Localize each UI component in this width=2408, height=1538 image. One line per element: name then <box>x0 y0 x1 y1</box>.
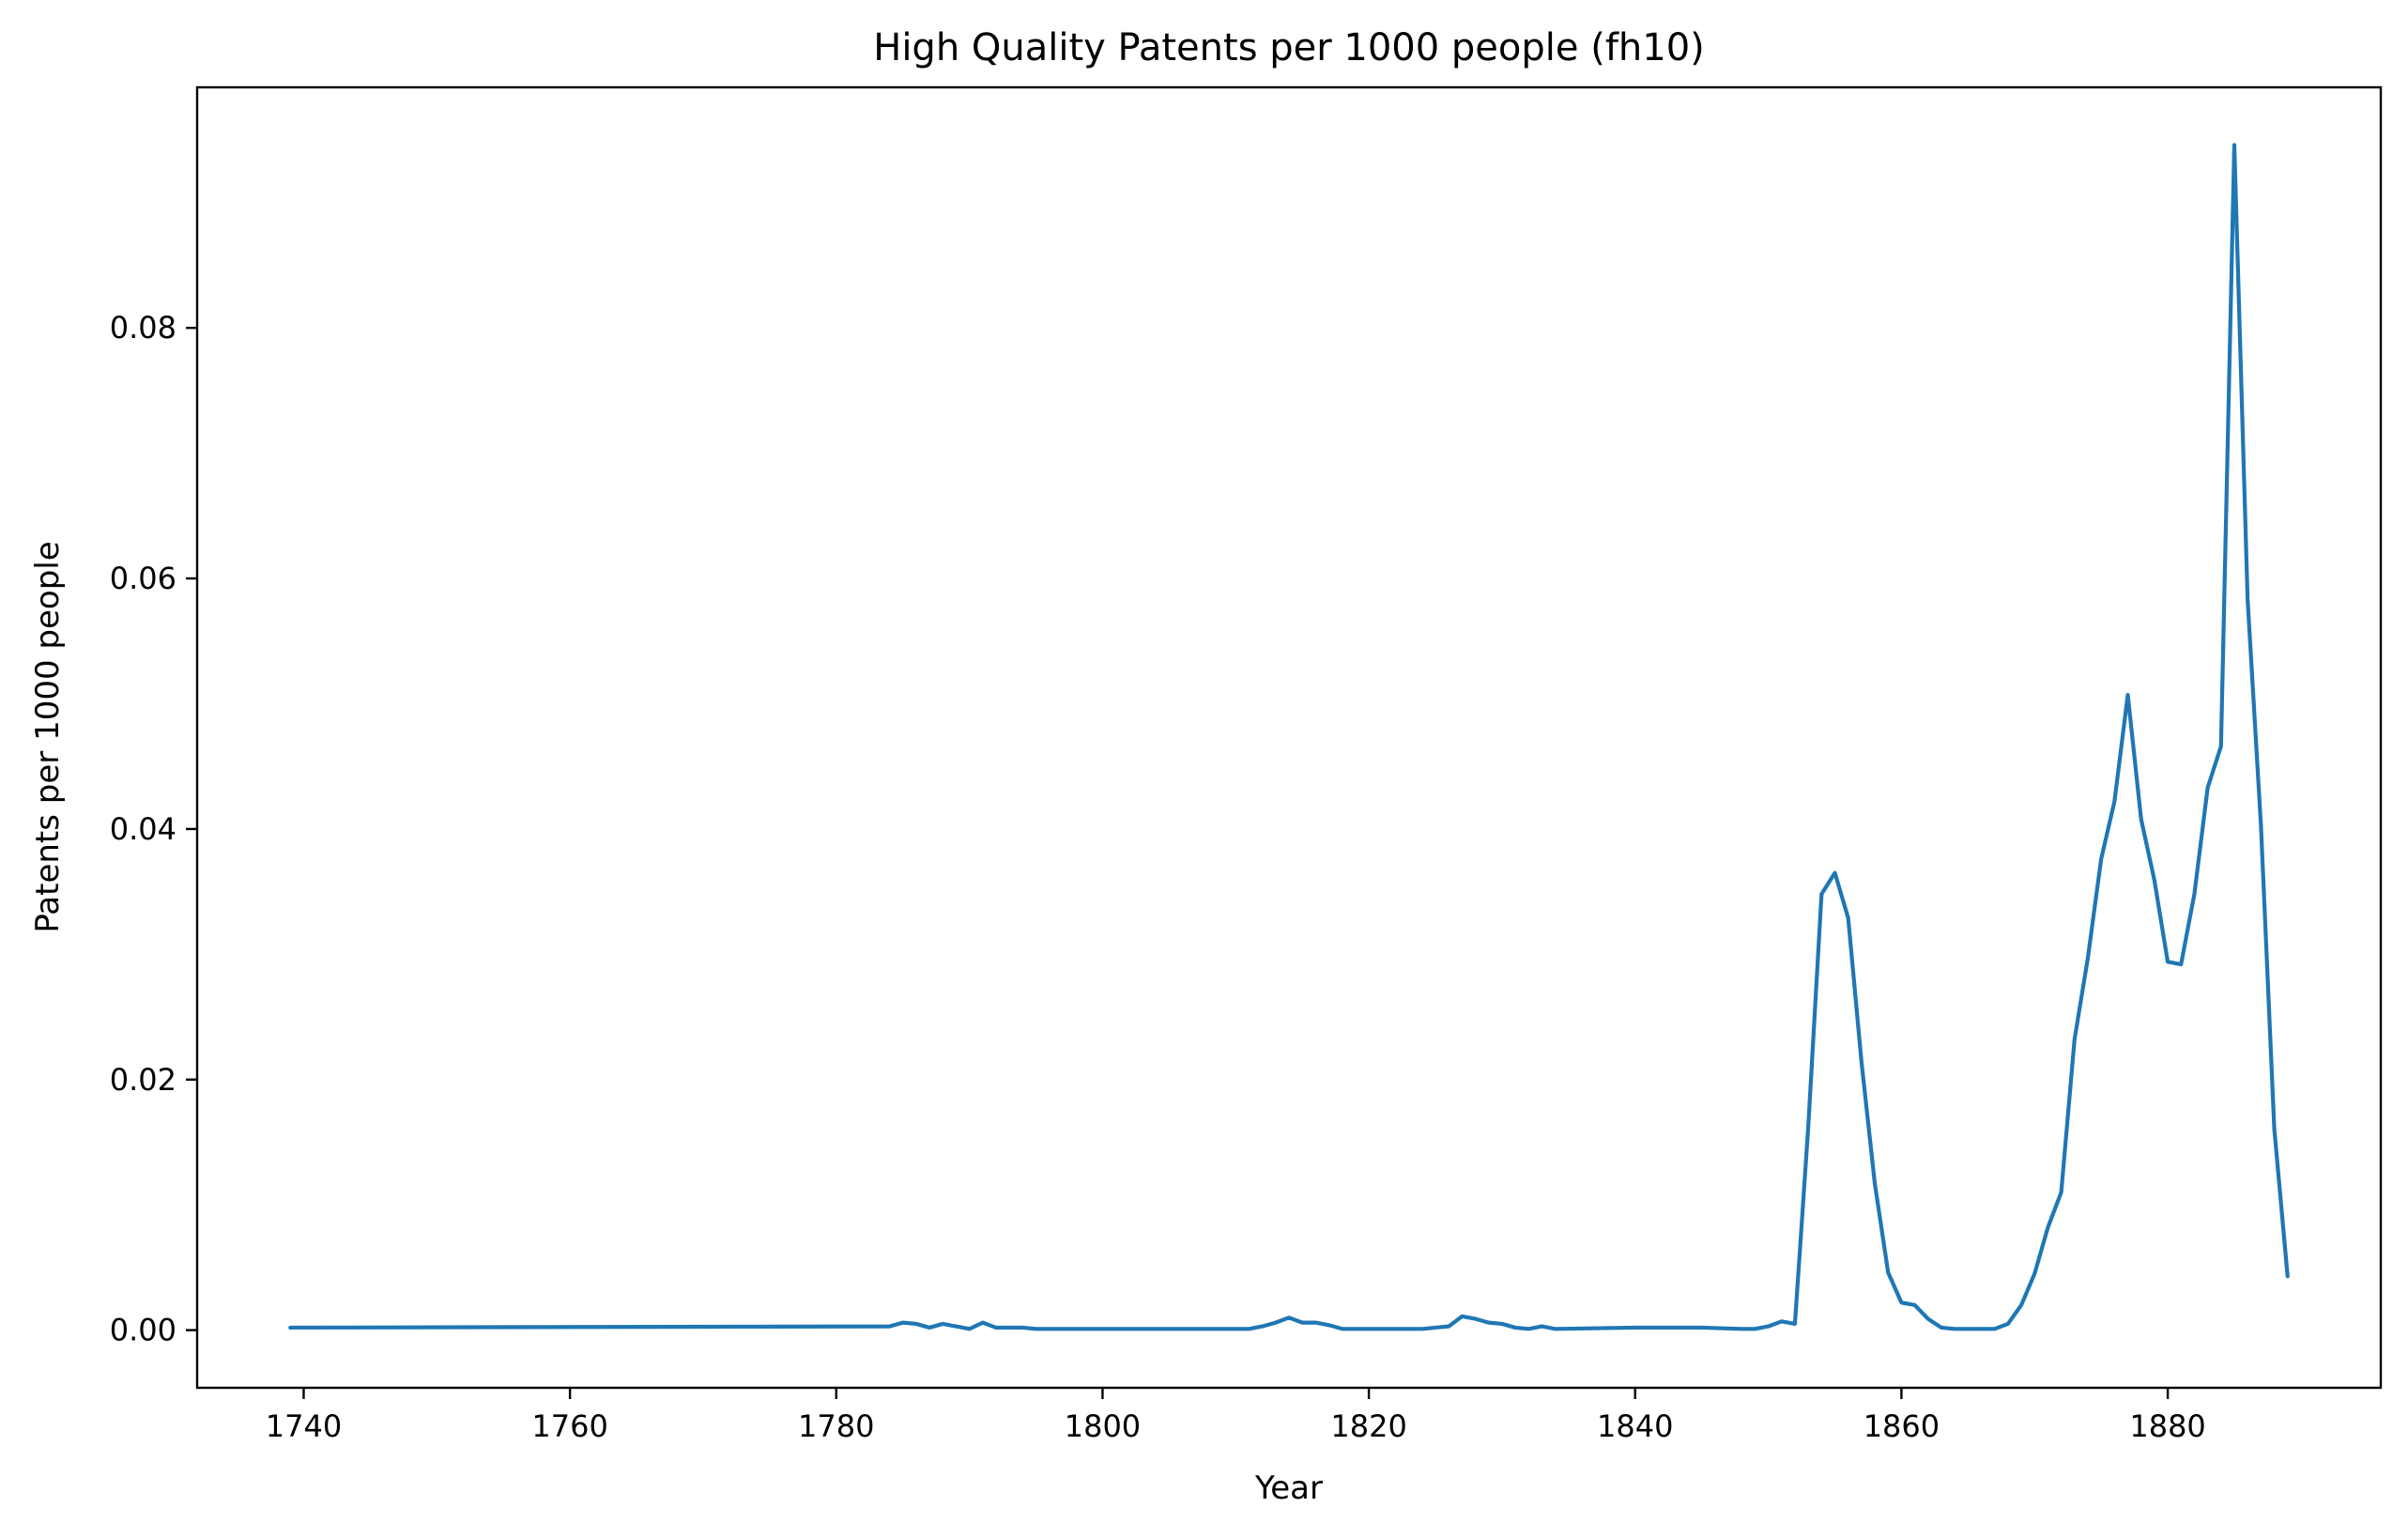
y-tick-label: 0.04 <box>110 811 176 847</box>
x-tick-label: 1860 <box>1864 1408 1940 1444</box>
x-tick-label: 1780 <box>798 1408 874 1444</box>
x-tick-label: 1820 <box>1330 1408 1406 1444</box>
y-tick-label: 0.02 <box>110 1062 176 1098</box>
y-tick-label: 0.08 <box>110 310 176 346</box>
y-tick-label: 0.06 <box>110 561 176 596</box>
y-tick-label: 0.00 <box>110 1313 176 1348</box>
y-axis-label: Patents per 1000 people <box>29 541 67 932</box>
x-tick-label: 1800 <box>1065 1408 1141 1444</box>
x-tick-label: 1760 <box>531 1408 607 1444</box>
x-tick-label: 1740 <box>266 1408 342 1444</box>
x-tick-label: 1840 <box>1597 1408 1673 1444</box>
x-axis-label: Year <box>1254 1469 1323 1507</box>
chart-title: High Quality Patents per 1000 people (fh… <box>873 26 1705 69</box>
x-tick-label: 1880 <box>2129 1408 2205 1444</box>
